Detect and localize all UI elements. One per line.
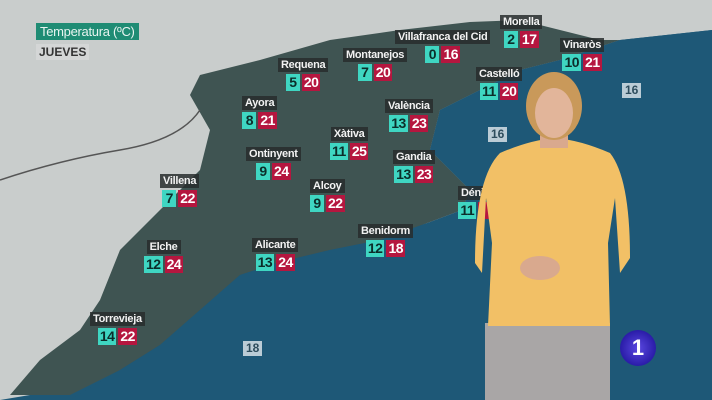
max-temp: 20: [373, 64, 393, 81]
max-temp: 20: [499, 83, 519, 100]
max-temp: 24: [164, 256, 184, 273]
city-name: Castelló: [476, 67, 523, 81]
city-name: Requena: [278, 58, 329, 72]
max-temp: 16: [441, 46, 461, 63]
min-temp: 2: [503, 31, 518, 48]
min-temp: 11: [458, 202, 477, 219]
min-temp: 9: [256, 163, 271, 180]
channel-logo: 1: [620, 330, 656, 366]
city-name: Alicante: [252, 238, 299, 252]
forecast-day: JUEVES: [36, 44, 90, 60]
city-forecast: Requena 5 20: [278, 55, 329, 91]
max-temp: 20: [301, 74, 321, 91]
city-name: Elche: [146, 240, 181, 254]
sea-temp: 18: [243, 341, 263, 356]
min-temp: 10: [562, 54, 582, 71]
min-temp: 7: [357, 64, 372, 81]
max-temp: 23: [414, 166, 434, 183]
max-temp: 22: [326, 195, 345, 212]
presenter: [475, 72, 630, 400]
min-temp: 11: [480, 83, 498, 100]
city-forecast: Villafranca del Cid 0 16: [395, 27, 491, 63]
min-temp: 12: [365, 240, 385, 257]
city-forecast: Castelló 11 20: [476, 64, 523, 100]
min-temp: 13: [389, 115, 408, 132]
city-forecast: Ontinyent 9 24: [246, 144, 301, 180]
city-name: Morella: [500, 15, 543, 29]
sea-temp: 16: [488, 127, 508, 142]
max-temp: 24: [272, 163, 291, 180]
city-forecast: València 13 23: [385, 96, 433, 132]
city-forecast: Ayora 8 21: [242, 93, 278, 129]
min-temp: 12: [144, 256, 163, 273]
min-temp: 0: [425, 46, 440, 63]
city-forecast: Morella 2 17: [500, 12, 543, 48]
city-name: Alcoy: [310, 179, 345, 193]
city-name: Torrevieja: [90, 312, 145, 326]
min-temp: 9: [310, 195, 324, 212]
city-forecast: Gandia 13 23: [393, 147, 435, 183]
sea-temp: 16: [622, 83, 642, 98]
max-temp: 25: [349, 143, 369, 160]
min-temp: 14: [97, 328, 117, 345]
city-name: Villafranca del Cid: [395, 30, 491, 44]
city-forecast: Torrevieja 14 22: [90, 309, 145, 345]
city-name: Benidorm: [358, 224, 413, 238]
max-temp: 23: [409, 115, 429, 132]
map-title: Temperatura (ºC): [36, 23, 139, 40]
city-name: Villena: [160, 174, 200, 188]
min-temp: 11: [330, 143, 348, 160]
city-forecast: Benidorm 12 18: [358, 221, 413, 257]
min-temp: 5: [285, 74, 300, 91]
city-name: Gandia: [393, 150, 435, 164]
city-forecast: Alcoy 9 22: [310, 176, 345, 212]
min-temp: 7: [162, 190, 177, 207]
city-forecast: Vinaròs 10 21: [560, 35, 605, 71]
city-forecast: Villena 7 22: [160, 171, 200, 207]
max-temp: 18: [386, 240, 406, 257]
min-temp: 8: [242, 112, 257, 129]
max-temp: 17: [519, 31, 539, 48]
city-forecast: Montanejos 7 20: [343, 45, 408, 81]
city-name: Ayora: [242, 96, 278, 110]
min-temp: 13: [255, 254, 275, 271]
max-temp: 21: [258, 112, 277, 129]
city-name: Montanejos: [343, 48, 408, 62]
max-temp: 21: [583, 54, 602, 71]
city-name: Xàtiva: [330, 127, 368, 141]
max-temp: 22: [118, 328, 137, 345]
border-line: [0, 109, 201, 181]
city-forecast: Elche 12 24: [144, 237, 184, 273]
max-temp: 22: [178, 190, 197, 207]
city-forecast: Alicante 13 24: [252, 235, 299, 271]
city-name: València: [385, 99, 433, 113]
city-name: Vinaròs: [560, 38, 605, 52]
city-name: Ontinyent: [246, 147, 301, 161]
max-temp: 24: [276, 254, 295, 271]
min-temp: 13: [394, 166, 413, 183]
city-forecast: Xàtiva 11 25: [330, 124, 369, 160]
